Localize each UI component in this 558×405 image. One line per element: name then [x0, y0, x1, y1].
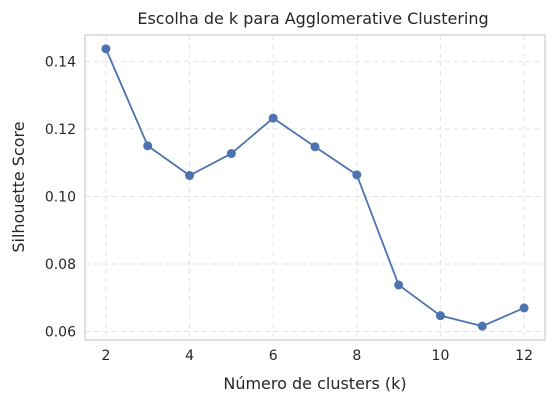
chart-title: Escolha de k para Agglomerative Clusteri… [137, 9, 488, 28]
x-tick-label: 2 [101, 348, 110, 364]
data-point [226, 149, 236, 159]
data-point [310, 142, 320, 152]
y-tick-label: 0.10 [45, 189, 76, 205]
data-point [519, 303, 529, 313]
y-axis-ticks: 0.06 0.08 0.10 0.12 0.14 [45, 54, 76, 340]
x-tick-label: 8 [352, 348, 361, 364]
x-tick-label: 6 [269, 348, 278, 364]
data-point [101, 44, 111, 54]
x-axis-ticks: 2 4 6 8 10 12 [101, 348, 533, 364]
x-tick-label: 10 [432, 348, 450, 364]
y-tick-label: 0.06 [45, 325, 76, 341]
data-point [394, 280, 404, 290]
data-point [143, 141, 153, 151]
x-tick-label: 4 [185, 348, 194, 364]
data-point [268, 113, 278, 123]
y-tick-label: 0.08 [45, 257, 76, 273]
y-axis-label: Silhouette Score [9, 121, 28, 252]
data-point [352, 170, 362, 180]
y-tick-label: 0.14 [45, 54, 76, 70]
data-point [435, 311, 445, 321]
y-tick-label: 0.12 [45, 122, 76, 138]
series-layer [101, 44, 529, 331]
data-point [477, 321, 487, 331]
grid [85, 35, 545, 340]
data-point [185, 171, 195, 181]
plot-frame [84, 34, 546, 341]
x-tick-label: 12 [515, 348, 533, 364]
x-axis-label: Número de clusters (k) [223, 374, 406, 393]
